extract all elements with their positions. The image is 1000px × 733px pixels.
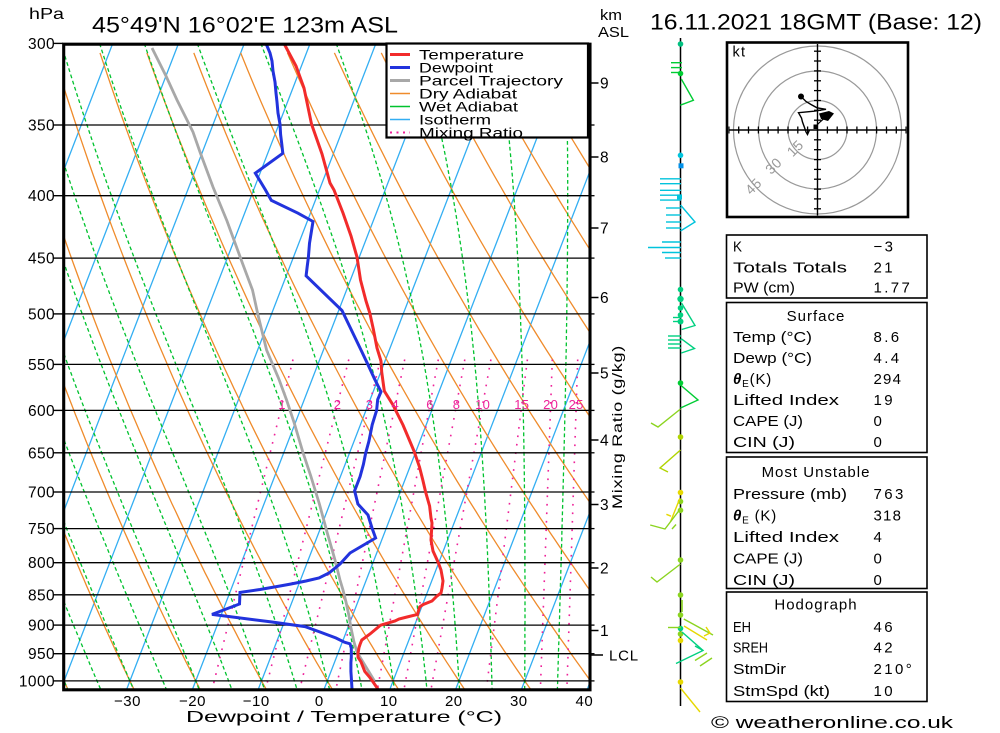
svg-text:K: K: [733, 239, 742, 256]
svg-text:900: 900: [28, 618, 55, 635]
svg-text:CAPE (J): CAPE (J): [733, 551, 803, 568]
svg-text:Parcel Trajectory: Parcel Trajectory: [419, 73, 563, 88]
svg-text:850: 850: [28, 587, 55, 604]
svg-text:kt: kt: [733, 45, 747, 61]
svg-text:Dry Adiabat: Dry Adiabat: [419, 86, 517, 101]
svg-text:5: 5: [600, 366, 609, 383]
svg-text:30: 30: [510, 693, 528, 710]
svg-text:Surface: Surface: [787, 308, 846, 325]
svg-text:Lifted Index: Lifted Index: [733, 392, 840, 409]
svg-text:400: 400: [28, 188, 55, 205]
svg-text:1000: 1000: [19, 673, 55, 690]
svg-text:Dewp (°C): Dewp (°C): [733, 350, 812, 367]
svg-text:45°49'N 16°02'E 123m ASL: 45°49'N 16°02'E 123m ASL: [92, 13, 398, 38]
svg-text:1.77: 1.77: [874, 280, 913, 297]
svg-text:8.6: 8.6: [874, 329, 902, 346]
svg-text:4.4: 4.4: [874, 350, 902, 367]
svg-text:© weatheronline.co.uk: © weatheronline.co.uk: [711, 713, 954, 732]
svg-text:km: km: [600, 7, 622, 24]
svg-text:0: 0: [874, 572, 885, 589]
svg-text:4: 4: [874, 529, 885, 546]
svg-text:−10: −10: [243, 693, 270, 710]
svg-text:294: 294: [874, 371, 903, 388]
svg-text:CIN (J): CIN (J): [733, 434, 795, 451]
svg-text:0: 0: [315, 693, 324, 710]
svg-text:ASL: ASL: [598, 24, 629, 41]
svg-text:Pressure (mb): Pressure (mb): [733, 486, 847, 503]
svg-text:Most Unstable: Most Unstable: [762, 464, 871, 481]
svg-text:15: 15: [514, 397, 529, 412]
svg-text:8: 8: [453, 397, 461, 412]
svg-text:550: 550: [28, 357, 55, 374]
svg-text:4: 4: [600, 433, 609, 450]
svg-text:42: 42: [874, 640, 896, 657]
svg-text:2: 2: [600, 561, 609, 578]
svg-text:350: 350: [28, 118, 55, 135]
svg-text:Hodograph: Hodograph: [774, 597, 857, 614]
svg-text:7: 7: [600, 221, 609, 238]
svg-text:Dewpoint: Dewpoint: [419, 60, 493, 75]
svg-text:0: 0: [874, 434, 885, 451]
svg-text:6: 6: [426, 397, 434, 412]
svg-text:Temp (°C): Temp (°C): [733, 329, 812, 346]
svg-text:CAPE (J): CAPE (J): [733, 413, 803, 430]
svg-text:10: 10: [380, 693, 398, 710]
svg-text:950: 950: [28, 646, 55, 663]
svg-text:Lifted Index: Lifted Index: [733, 529, 840, 546]
svg-text:46: 46: [874, 619, 896, 636]
svg-text:Totals Totals: Totals Totals: [733, 260, 847, 277]
svg-text:700: 700: [28, 485, 55, 502]
svg-text:16.11.2021 18GMT (Base: 12): 16.11.2021 18GMT (Base: 12): [650, 10, 982, 35]
svg-text:2: 2: [334, 397, 342, 412]
svg-text:4: 4: [392, 397, 400, 412]
svg-text:450: 450: [28, 251, 55, 268]
svg-text:PW (cm): PW (cm): [733, 280, 795, 297]
svg-text:SREH: SREH: [733, 640, 768, 657]
svg-text:Isotherm: Isotherm: [419, 112, 491, 127]
svg-text:10: 10: [475, 397, 490, 412]
svg-text:−20: −20: [179, 693, 206, 710]
svg-text:Mixing Ratio: Mixing Ratio: [419, 125, 523, 140]
svg-text:25: 25: [569, 397, 584, 412]
svg-text:19: 19: [874, 392, 896, 409]
svg-text:−3: −3: [874, 239, 896, 256]
svg-text:21: 21: [874, 260, 896, 277]
svg-text:3: 3: [600, 497, 609, 514]
svg-text:318: 318: [874, 508, 903, 525]
svg-text:0: 0: [874, 551, 885, 568]
svg-text:θE(K): θE(K): [733, 371, 772, 390]
svg-text:1: 1: [600, 623, 609, 640]
svg-text:300: 300: [28, 36, 55, 53]
svg-text:3: 3: [366, 397, 374, 412]
svg-text:−30: −30: [114, 693, 141, 710]
svg-text:9: 9: [600, 76, 609, 93]
svg-text:EH: EH: [733, 619, 751, 636]
svg-text:1: 1: [278, 397, 286, 412]
svg-text:Mixing Ratio (g/kg): Mixing Ratio (g/kg): [609, 345, 625, 509]
svg-text:Wet Adiabat: Wet Adiabat: [419, 99, 518, 114]
svg-text:20: 20: [445, 693, 463, 710]
svg-text:6: 6: [600, 290, 609, 307]
svg-text:0: 0: [874, 413, 885, 430]
svg-text:210°: 210°: [874, 661, 915, 678]
svg-text:20: 20: [543, 397, 558, 412]
svg-text:750: 750: [28, 521, 55, 538]
svg-text:CIN (J): CIN (J): [733, 572, 795, 589]
svg-text:500: 500: [28, 306, 55, 323]
svg-text:Dewpoint / Temperature (°C): Dewpoint / Temperature (°C): [186, 709, 502, 726]
svg-text:8: 8: [600, 150, 609, 167]
svg-text:40: 40: [576, 693, 594, 710]
svg-text:LCL: LCL: [609, 648, 639, 665]
svg-text:StmSpd (kt): StmSpd (kt): [733, 683, 830, 700]
svg-text:763: 763: [874, 486, 906, 503]
svg-text:650: 650: [28, 445, 55, 462]
svg-text:hPa: hPa: [29, 6, 64, 23]
svg-text:Temperature: Temperature: [419, 47, 524, 62]
svg-text:10: 10: [874, 683, 896, 700]
svg-text:800: 800: [28, 555, 55, 572]
svg-text:θE (K): θE (K): [733, 508, 777, 527]
svg-text:600: 600: [28, 403, 55, 420]
svg-text:StmDir: StmDir: [733, 661, 786, 678]
